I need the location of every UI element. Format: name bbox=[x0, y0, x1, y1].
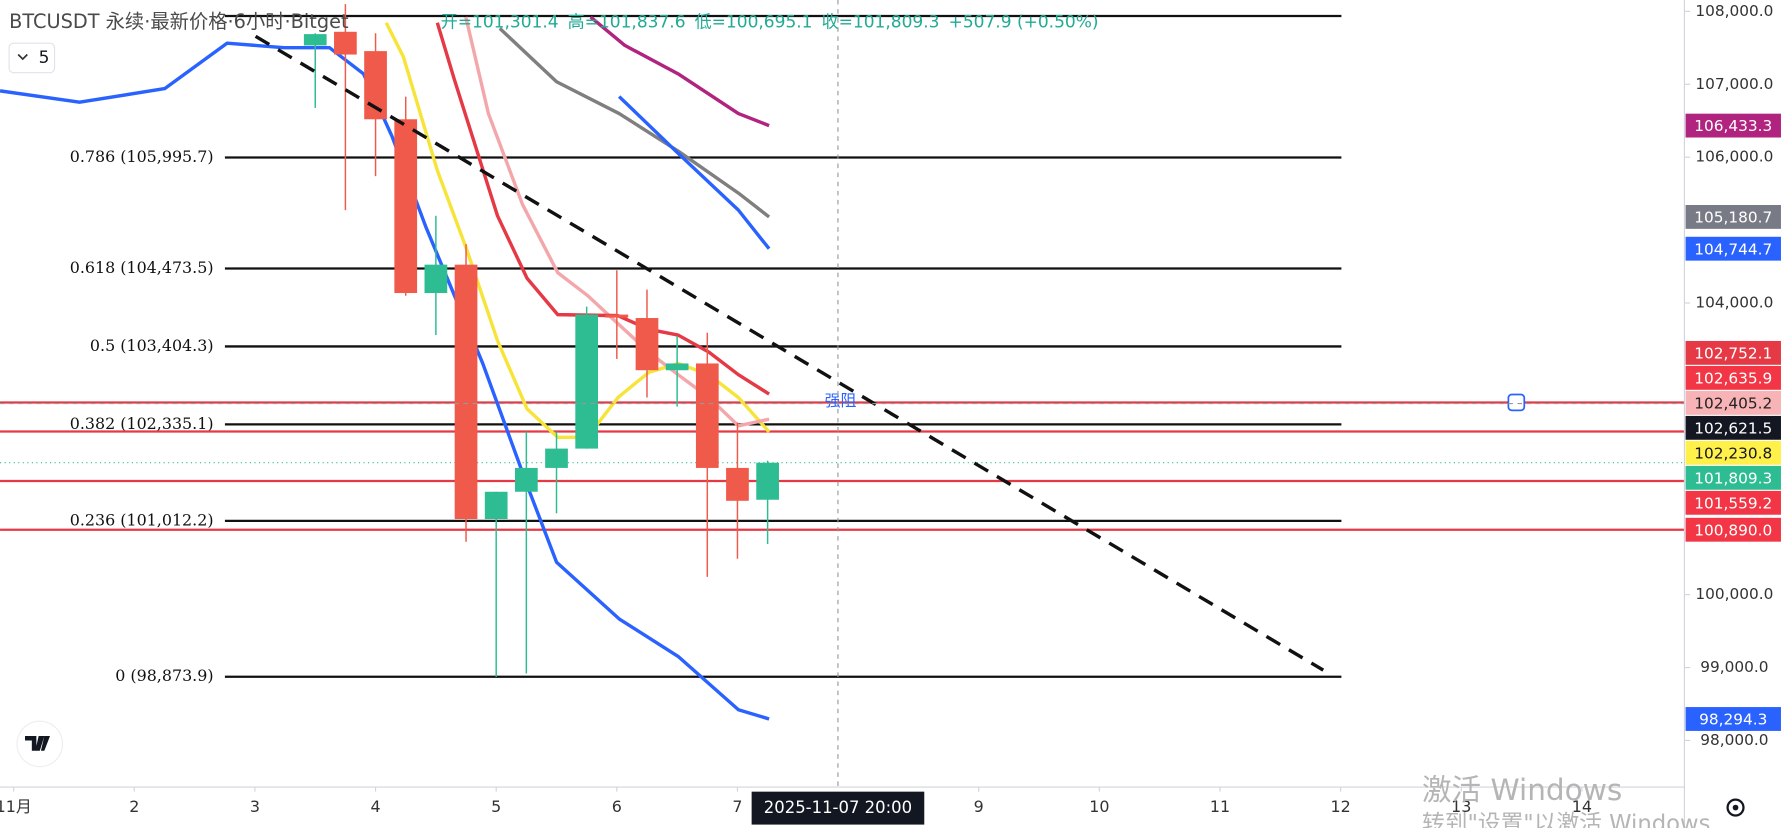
candle-body bbox=[756, 462, 779, 500]
chevron-icon bbox=[17, 53, 28, 61]
indicator-toggle[interactable]: 5 bbox=[8, 42, 56, 74]
line-handle[interactable] bbox=[1507, 393, 1526, 412]
price-tag bbox=[1685, 390, 1781, 415]
y-tick-label: 98,000.0 bbox=[1700, 731, 1768, 749]
candle-body bbox=[394, 119, 418, 294]
price-tag bbox=[1685, 465, 1781, 490]
plot-area: 0.786 (105,995.7) 0.618 (104,473.5) 0.5 (1… bbox=[0, 0, 1685, 788]
candle-body bbox=[575, 314, 599, 449]
x-tick-label: 14 bbox=[1572, 797, 1592, 816]
chart-title: BTCUSDT 永续·最新价格·6小时·Bitget bbox=[9, 10, 349, 33]
candle-body bbox=[545, 448, 568, 468]
price-tag-label: 106,433.3 bbox=[1694, 117, 1772, 135]
indicator-line bbox=[464, 16, 770, 428]
x-tick-label: 6 bbox=[612, 797, 622, 816]
ohlc-header: 开=101,301.4 高=101,837.6 低=100,695.1 收=101,8… bbox=[441, 13, 1099, 33]
x-tick-label: 9 bbox=[974, 797, 984, 816]
price-tag-label: 102,752.1 bbox=[1694, 345, 1772, 363]
price-tag bbox=[1685, 440, 1781, 465]
price-tag bbox=[1685, 707, 1781, 731]
price-tag-label: 101,809.3 bbox=[1694, 469, 1772, 487]
ohlc-value: 高=101,837.6 bbox=[568, 13, 686, 33]
x-tick-label: 3 bbox=[250, 797, 260, 816]
watermark-title: 激活 Windows bbox=[1422, 773, 1622, 807]
y-tick-label: 99,000.0 bbox=[1700, 658, 1768, 676]
price-tag-label: 104,744.7 bbox=[1694, 240, 1772, 258]
x-tick-label: 12 bbox=[1331, 797, 1351, 816]
candle-body bbox=[665, 363, 689, 371]
x-tick-label: 2 bbox=[129, 797, 139, 816]
price-tag-label: 102,405.2 bbox=[1694, 394, 1772, 412]
fib-label: 0 (98,873.9) bbox=[115, 666, 213, 685]
candle-body bbox=[605, 314, 629, 318]
candle-body bbox=[303, 34, 327, 46]
x-tick-label: 5 bbox=[491, 797, 501, 816]
price-tag-label: 105,180.7 bbox=[1694, 209, 1772, 227]
ohlc-value: +507.9 (+0.50%) bbox=[949, 13, 1099, 33]
y-tick-label: 100,000.0 bbox=[1695, 585, 1773, 603]
fib-label: 0.382 (102,335.1) bbox=[70, 414, 214, 433]
candle-body bbox=[514, 467, 538, 492]
price-tag bbox=[1685, 236, 1781, 261]
line-annotation: 强阻 bbox=[825, 391, 857, 410]
candle-body bbox=[484, 491, 508, 520]
y-tick-label: 108,000.0 bbox=[1695, 2, 1773, 20]
ohlc-value: 收=101,809.3 bbox=[822, 13, 940, 33]
price-tag bbox=[1685, 415, 1781, 440]
x-tick-label: 13 bbox=[1451, 797, 1471, 816]
ohlc-value: 低=100,695.1 bbox=[695, 13, 813, 33]
x-tick-label: 7 bbox=[732, 797, 742, 816]
price-tag-label: 102,230.8 bbox=[1694, 444, 1772, 462]
price-tag-label: 102,635.9 bbox=[1694, 370, 1772, 388]
indicator-line bbox=[0, 41, 770, 721]
tv-logo[interactable] bbox=[16, 720, 64, 768]
price-tag-label: 101,559.2 bbox=[1694, 494, 1772, 512]
trend-line bbox=[254, 34, 1325, 672]
candle-body bbox=[695, 363, 719, 468]
fib-label: 0.5 (103,404.3) bbox=[90, 336, 214, 355]
gear-icon[interactable] bbox=[1726, 798, 1745, 817]
x-tick-label: 4 bbox=[370, 797, 380, 816]
fib-label: 0.786 (105,995.7) bbox=[70, 147, 214, 166]
candle-body bbox=[454, 264, 478, 520]
candle-body bbox=[334, 31, 357, 55]
gear-center bbox=[1732, 804, 1739, 811]
price-tag bbox=[1685, 113, 1781, 138]
logo-mark bbox=[25, 736, 51, 751]
y-tick-label: 107,000.0 bbox=[1695, 75, 1773, 93]
x-tick-label: 10 bbox=[1089, 797, 1109, 816]
indicator-line bbox=[617, 95, 771, 250]
indicator-line bbox=[589, 15, 770, 128]
candle-body bbox=[635, 318, 659, 371]
price-tag bbox=[1685, 490, 1781, 515]
x-tick-label: 11月 bbox=[0, 797, 32, 816]
candle-body bbox=[726, 467, 749, 501]
fib-label: 0.618 (104,473.5) bbox=[70, 258, 214, 277]
price-tag bbox=[1685, 517, 1781, 542]
crosshair-date-label: 2025-11-07 20:00 bbox=[764, 798, 912, 817]
indicator-line bbox=[498, 27, 771, 219]
fib-label: 0.236 (101,012.2) bbox=[70, 510, 214, 529]
ohlc-value: 开=101,301.4 bbox=[441, 13, 559, 33]
indicator-button[interactable] bbox=[8, 42, 56, 74]
price-tag-label: 102,621.5 bbox=[1694, 419, 1772, 437]
candle-body bbox=[424, 264, 448, 294]
price-tag-label: 98,294.3 bbox=[1699, 711, 1767, 729]
price-tag bbox=[1685, 204, 1781, 229]
indicator-count: 5 bbox=[39, 48, 50, 68]
x-tick-label: 11 bbox=[1210, 797, 1230, 816]
y-tick-label: 106,000.0 bbox=[1695, 148, 1773, 166]
price-tag bbox=[1685, 365, 1781, 390]
y-tick-label: 104,000.0 bbox=[1695, 294, 1773, 312]
price-tag-label: 100,890.0 bbox=[1694, 521, 1772, 539]
price-tag bbox=[1685, 340, 1781, 365]
settings-button[interactable] bbox=[1726, 798, 1745, 817]
crosshair-date-box bbox=[751, 791, 925, 825]
watermark-subtitle: 转到"设置"以激活 Windows bbox=[1422, 811, 1710, 828]
